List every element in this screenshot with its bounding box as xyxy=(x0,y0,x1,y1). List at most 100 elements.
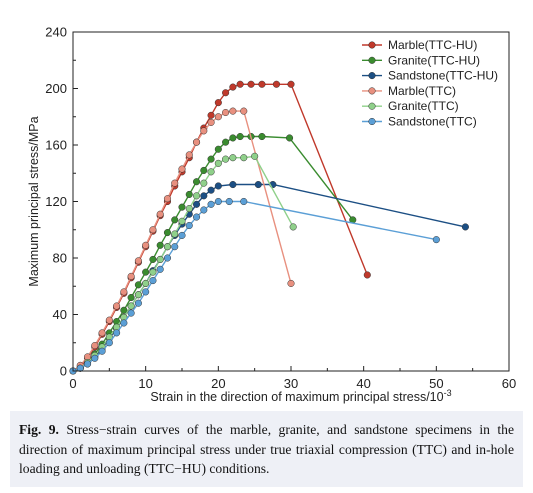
data-point xyxy=(149,268,157,276)
data-point xyxy=(363,271,371,279)
data-point xyxy=(178,203,186,211)
y-tick-label: 200 xyxy=(45,81,67,96)
data-point xyxy=(113,302,121,310)
data-point xyxy=(127,309,135,317)
data-point xyxy=(83,360,92,368)
data-point xyxy=(149,226,157,234)
data-point xyxy=(229,107,237,115)
legend-marker xyxy=(368,87,376,95)
x-axis-title-exponent: -3 xyxy=(444,388,452,398)
data-point xyxy=(185,221,193,230)
legend-entry: Marble(TTC-HU) xyxy=(362,38,477,52)
y-tick-label: 0 xyxy=(60,364,67,379)
legend-label: Sandstone(TTC) xyxy=(388,115,477,129)
data-point xyxy=(134,299,142,307)
data-point xyxy=(222,155,230,163)
x-tick-label: 30 xyxy=(284,376,298,391)
x-tick-label: 40 xyxy=(356,376,370,391)
data-point xyxy=(105,339,113,347)
figure-caption: Fig. 9. Stress−strain curves of the marb… xyxy=(10,411,523,487)
data-point xyxy=(240,107,248,115)
y-tick-label: 160 xyxy=(45,138,67,153)
data-point xyxy=(229,181,237,189)
data-point xyxy=(91,354,99,362)
data-point xyxy=(163,195,172,203)
data-point xyxy=(192,200,201,208)
stress-strain-chart: 0 10 20 30 40 50 60 0 40 80 120 160 200 240 Strain in … xyxy=(27,25,516,405)
data-point xyxy=(214,145,222,153)
y-tick-label: 40 xyxy=(53,307,67,322)
legend-label: Granite(TTC) xyxy=(388,99,459,113)
data-point xyxy=(149,277,157,285)
legend-entry: Sandstone(TTC) xyxy=(362,115,477,129)
data-point xyxy=(113,329,121,337)
data-point xyxy=(214,159,222,167)
data-point xyxy=(200,206,208,214)
data-point xyxy=(134,281,142,289)
y-tick-label: 120 xyxy=(45,194,67,209)
data-point xyxy=(461,223,469,231)
data-point xyxy=(225,197,233,206)
data-point xyxy=(192,138,201,146)
data-point xyxy=(247,80,255,88)
data-point xyxy=(207,186,215,194)
data-point xyxy=(229,134,237,142)
legend: Marble(TTC-HU)Granite(TTC-HU) Sandstone(T… xyxy=(362,38,498,129)
data-point xyxy=(171,230,179,238)
data-point xyxy=(222,138,230,146)
data-point xyxy=(156,255,164,263)
data-point xyxy=(127,294,135,302)
legend-marker xyxy=(368,102,376,110)
legend-label: Sandstone(TTC-HU) xyxy=(388,69,498,83)
legend-marker xyxy=(368,41,376,49)
data-point xyxy=(236,132,244,141)
data-point xyxy=(171,243,179,251)
legend-entry: Sandstone(TTC-HU) xyxy=(362,69,498,83)
data-point xyxy=(214,113,222,121)
data-point xyxy=(171,179,179,187)
x-axis-title: Strain in the direction of maximum princ… xyxy=(150,388,451,404)
data-point xyxy=(207,168,215,176)
data-point xyxy=(178,165,186,173)
data-point xyxy=(120,306,128,314)
data-point xyxy=(236,80,244,88)
legend-marker xyxy=(368,72,376,80)
data-point xyxy=(240,197,248,206)
data-point xyxy=(76,364,84,372)
x-tick-label: 50 xyxy=(429,376,443,391)
series-line xyxy=(72,110,292,372)
data-point xyxy=(207,155,215,163)
data-point xyxy=(200,192,208,200)
data-point xyxy=(156,241,164,249)
y-tick-label: 80 xyxy=(53,251,67,266)
x-tick-label: 60 xyxy=(502,376,516,391)
data-point xyxy=(178,231,186,239)
data-point xyxy=(98,347,106,355)
data-point xyxy=(142,279,150,287)
data-point xyxy=(258,80,266,88)
data-point xyxy=(156,210,164,218)
data-point xyxy=(254,181,262,189)
data-point xyxy=(214,99,222,107)
axes-layer: 0 10 20 30 40 50 60 0 40 80 120 160 200 240 Strain in … xyxy=(27,25,516,405)
data-point xyxy=(192,192,201,200)
data-point xyxy=(192,213,201,221)
data-point xyxy=(149,255,157,263)
data-point xyxy=(287,279,295,287)
data-point xyxy=(272,80,281,88)
legend-entry: Granite(TTC) xyxy=(362,99,459,113)
legend-entry: Granite(TTC-HU) xyxy=(362,53,480,67)
data-point xyxy=(134,257,142,265)
data-point xyxy=(200,179,208,187)
data-point xyxy=(127,302,135,310)
data-point xyxy=(200,166,208,174)
x-tick-label: 20 xyxy=(211,376,225,391)
data-point xyxy=(240,154,248,162)
data-point xyxy=(214,197,222,206)
legend-marker xyxy=(368,56,376,64)
data-point xyxy=(163,229,172,237)
data-point xyxy=(192,178,201,186)
data-point xyxy=(178,217,186,225)
data-point xyxy=(287,80,295,88)
series-line xyxy=(72,135,354,372)
